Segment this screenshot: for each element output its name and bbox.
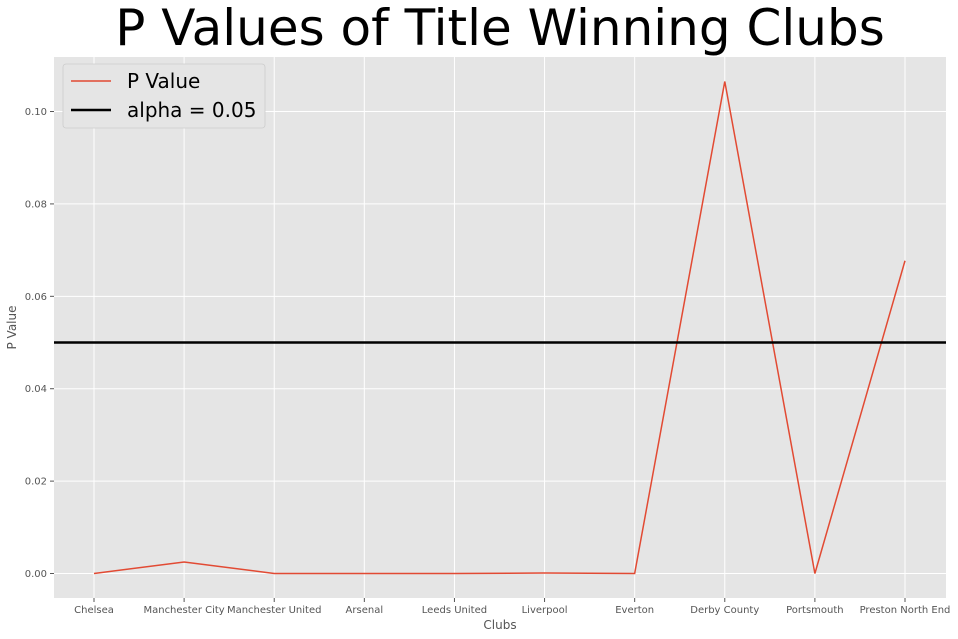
y-tick-label: 0.04 <box>25 384 47 395</box>
chart-marks <box>54 81 946 575</box>
tick-labels: Chelsea Manchester City Manchester United A… <box>25 107 951 616</box>
x-tick-label: Manchester United <box>227 605 322 616</box>
legend: P Value alpha = 0.05 <box>62 63 266 129</box>
y-axis-label: P Value <box>5 305 19 349</box>
y-tick-label: 0.06 <box>25 292 47 303</box>
chart-title: P Values of Title Winning Clubs <box>115 0 885 57</box>
y-tick-label: 0.08 <box>25 199 47 210</box>
x-tick-label: Chelsea <box>74 605 114 616</box>
x-tick-label: Portsmouth <box>786 605 844 616</box>
x-tick-label: Arsenal <box>346 605 384 616</box>
x-tick-label: Liverpool <box>522 605 568 616</box>
plot-area <box>54 57 946 598</box>
x-tick-label: Leeds United <box>422 605 487 616</box>
legend-label: alpha = 0.05 <box>127 98 256 122</box>
legend-box <box>62 63 266 129</box>
y-tick-label: 0.00 <box>25 569 47 580</box>
y-tick-label: 0.02 <box>25 477 47 488</box>
x-tick-label: Derby County <box>690 605 759 616</box>
x-tick-label: Manchester City <box>143 605 224 616</box>
y-tick-label: 0.10 <box>25 107 47 118</box>
x-tick-label: Preston North End <box>860 605 951 616</box>
grid-lines <box>54 57 946 598</box>
series-line <box>93 81 906 575</box>
legend-label: P Value <box>127 69 200 93</box>
x-tick-label: Everton <box>615 605 654 616</box>
x-axis-label: Clubs <box>483 618 516 632</box>
